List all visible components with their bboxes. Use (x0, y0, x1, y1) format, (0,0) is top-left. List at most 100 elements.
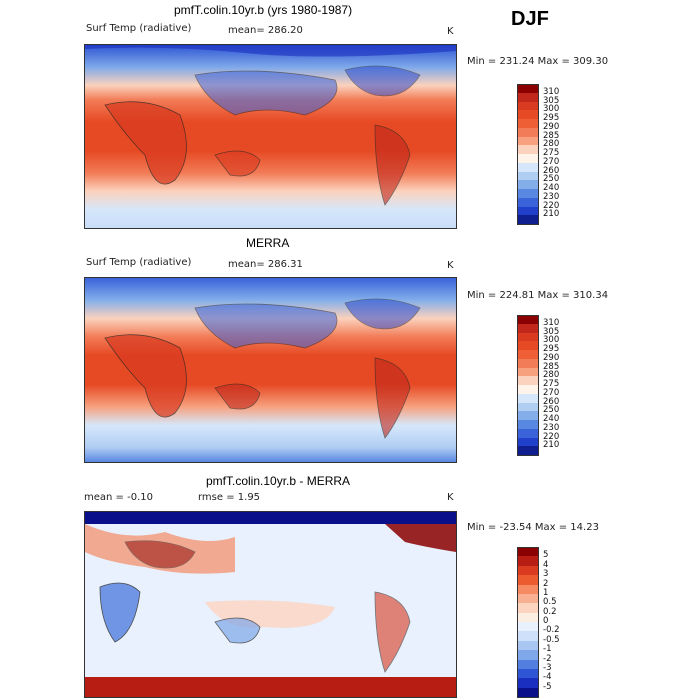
colorbar-swatch (517, 367, 539, 377)
colorbar-swatch (517, 640, 539, 651)
colorbar-tick-label: 230 (543, 422, 560, 433)
min-max-label: Min = 231.24 Max = 309.30 (467, 56, 609, 67)
colorbar-swatch (517, 341, 539, 351)
colorbar-swatch (517, 612, 539, 623)
colorbar-swatch (517, 603, 539, 614)
colorbar-swatch (517, 631, 539, 642)
min-max-label: Min = 224.81 Max = 310.34 (467, 290, 609, 301)
colorbar-swatch (517, 402, 539, 412)
colorbar-swatch (517, 575, 539, 585)
colorbar-tick-label: 310 (543, 317, 560, 328)
colorbar-swatch (517, 180, 539, 190)
variable-label: Surf Temp (radiative) (86, 23, 192, 34)
colorbar-swatch (517, 197, 539, 207)
colorbar-tick-label: -5 (543, 681, 552, 692)
colorbar-swatch (517, 154, 539, 164)
colorbar-tick-label: 305 (543, 95, 560, 106)
colorbar-tick-label: 2 (543, 578, 549, 589)
colorbar-tick-label: -2 (543, 653, 552, 664)
colorbar-tick-label: 3 (543, 569, 549, 580)
colorbar-swatch (517, 622, 539, 632)
colorbar-swatch (517, 411, 539, 421)
panel-title: pmfT.colin.10yr.b (yrs 1980-1987) (174, 3, 353, 17)
colorbar-swatch (517, 110, 539, 120)
colorbar-tick-label: 250 (543, 174, 560, 185)
colorbar-tick-label: 280 (543, 139, 560, 150)
colorbar-tick-label: -0.5 (543, 634, 560, 645)
colorbar-swatch (517, 350, 539, 360)
colorbar-tick-label: 260 (543, 396, 560, 407)
colorbar-swatch (517, 136, 539, 146)
colorbar-swatch (517, 206, 539, 216)
colorbar-tick-label: 210 (543, 209, 560, 220)
colorbar-tick-label: -1 (543, 644, 552, 655)
colorbar-tick-label: 5 (543, 550, 549, 561)
colorbar-swatch (517, 593, 539, 604)
colorbar-swatch (517, 145, 539, 155)
colorbar-tick-label: 230 (543, 191, 560, 202)
colorbar-tick-label: 290 (543, 352, 560, 363)
colorbar-tick-label: -0.2 (543, 625, 560, 636)
colorbar-swatch (517, 358, 539, 368)
temperature-map (84, 277, 457, 463)
colorbar-tick-label: 240 (543, 183, 560, 193)
panel-title: MERRA (246, 236, 290, 250)
colorbar-swatch (517, 332, 539, 342)
colorbar-swatch (517, 584, 539, 595)
colorbar-tick-label: 300 (543, 335, 560, 346)
colorbar-tick-label: 0.2 (543, 606, 557, 617)
colorbar-swatch (517, 127, 539, 137)
colorbar-tick-label: 275 (543, 379, 560, 389)
colorbar-tick-label: 4 (543, 559, 549, 570)
unit-label: K (447, 26, 454, 37)
colorbar-swatch (517, 323, 539, 333)
colorbar-tick-label: 295 (543, 344, 560, 354)
colorbar-swatch (517, 215, 539, 225)
panel-title: pmfT.colin.10yr.b - MERRA (206, 474, 351, 488)
colorbar-tick-label: 270 (543, 387, 560, 398)
colorbar-tick-label: 0 (543, 616, 549, 626)
variable-label: Surf Temp (radiative) (86, 257, 192, 268)
colorbar-tick-label: 240 (543, 414, 560, 424)
colorbar-tick-label: -4 (543, 672, 552, 683)
min-max-label: Min = -23.54 Max = 14.23 (467, 522, 599, 533)
colorbar-tick-label: 250 (543, 405, 560, 416)
mean-label: mean= 286.20 (228, 25, 303, 36)
colorbar-tick-label: -3 (543, 662, 552, 673)
colorbar-tick-label: 285 (543, 361, 560, 372)
unit-label: K (447, 260, 454, 271)
colorbar-tick-label: 285 (543, 130, 560, 141)
colorbar-swatch (517, 385, 539, 395)
colorbar-swatch (517, 446, 539, 456)
colorbar-swatch (517, 565, 539, 576)
colorbar-swatch (517, 315, 539, 325)
colorbar-tick-label: 275 (543, 148, 560, 158)
colorbar-tick-label: 220 (543, 200, 560, 211)
colorbar-swatch (517, 376, 539, 386)
unit-label: K (447, 492, 454, 503)
mean-label: mean= 286.31 (228, 259, 303, 270)
colorbar-tick-label: 0.5 (543, 597, 557, 608)
colorbar-swatch (517, 650, 539, 660)
colorbar-swatch (517, 420, 539, 430)
colorbar-tick-label: 1 (543, 587, 549, 598)
colorbar-tick-label: 210 (543, 440, 560, 451)
season-label: DJF (511, 8, 549, 30)
colorbar-tick-label: 310 (543, 86, 560, 97)
colorbar-tick-label: 300 (543, 104, 560, 115)
colorbar-swatch (517, 678, 539, 689)
rmse-label: rmse = 1.95 (198, 492, 261, 503)
colorbar-swatch (517, 668, 539, 679)
difference-map (84, 511, 457, 698)
colorbar-swatch (517, 556, 539, 567)
colorbar-swatch (517, 101, 539, 111)
colorbar-tick-label: 220 (543, 431, 560, 442)
colorbar-swatch (517, 659, 539, 670)
colorbar-swatch (517, 393, 539, 403)
colorbar-swatch (517, 437, 539, 447)
colorbar-swatch (517, 189, 539, 199)
colorbar-swatch (517, 428, 539, 438)
colorbar-tick-label: 295 (543, 113, 560, 123)
colorbar-swatch (517, 84, 539, 94)
colorbar-tick-label: 280 (543, 370, 560, 381)
